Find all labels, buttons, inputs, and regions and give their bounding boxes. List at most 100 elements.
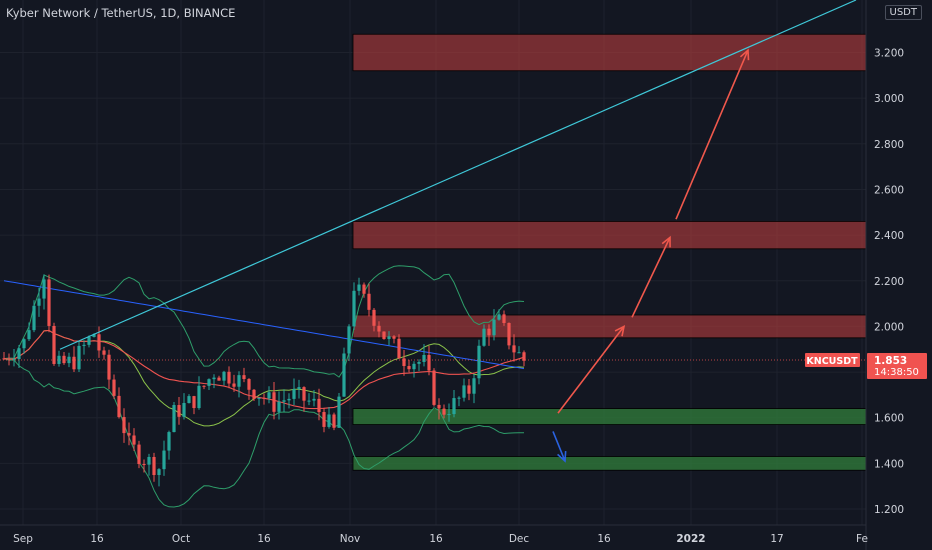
zones: [352, 33, 867, 471]
candle-body: [402, 358, 406, 367]
candle-body: [462, 385, 466, 398]
candle-body: [467, 385, 471, 394]
candle-body: [102, 350, 106, 355]
candle-body: [452, 398, 456, 415]
candle-body: [92, 334, 96, 337]
candle-body: [82, 344, 86, 346]
price-tag: [867, 352, 927, 379]
candle-body: [212, 377, 216, 380]
candle-body: [407, 366, 411, 370]
candle-body: [457, 397, 461, 399]
candle-body: [507, 323, 511, 346]
candle-body: [122, 417, 126, 434]
candle-body: [117, 395, 121, 418]
candle-body: [232, 383, 236, 387]
candle-body: [227, 371, 231, 384]
candle-body: [382, 331, 386, 340]
y-tick-label: 2.600: [874, 184, 904, 196]
candle-body: [272, 392, 276, 412]
candle-body: [87, 336, 91, 345]
price-tag-value: 1.853: [874, 355, 907, 367]
candle-body: [167, 432, 171, 451]
candle-body: [157, 469, 161, 476]
ma-blue: [3, 280, 525, 370]
candle-body: [322, 412, 326, 427]
candle-body: [387, 336, 391, 340]
x-tick-label: 2022: [676, 533, 705, 545]
demand-zone: [352, 408, 867, 425]
x-tick-label: Fe: [856, 533, 868, 545]
candle-body: [482, 328, 486, 346]
candle-body: [52, 325, 56, 364]
demand-zone: [352, 456, 867, 471]
arrow-1: [557, 325, 625, 414]
candle-body: [7, 358, 11, 360]
y-tick-label: 3.000: [874, 93, 904, 105]
candle-body: [222, 371, 226, 381]
price-tag-countdown: 14:38:50: [874, 367, 919, 378]
symbol-tag-label: KNCUSDT: [806, 356, 858, 367]
x-tick-label: 16: [597, 533, 611, 545]
bollinger-upper: [3, 265, 525, 378]
candle-body: [512, 345, 516, 353]
supply-zone: [352, 33, 867, 72]
y-tick-label: 2.400: [874, 230, 904, 242]
y-tick-label: 2.000: [874, 321, 904, 333]
candle-body: [57, 355, 61, 364]
candle-body: [242, 375, 246, 380]
candle-body: [367, 293, 371, 310]
candle-body: [487, 328, 491, 336]
candle-body: [417, 361, 421, 364]
candle-body: [432, 370, 436, 405]
currency-badge[interactable]: USDT: [884, 5, 922, 20]
candle-body: [442, 408, 446, 415]
candle-body: [447, 414, 451, 416]
candle-body: [77, 345, 81, 370]
candle-body: [47, 279, 51, 326]
x-tick-label: Dec: [509, 533, 530, 545]
candle-body: [437, 404, 441, 409]
candle-body: [267, 392, 271, 399]
candles: [2, 274, 526, 487]
candle-body: [492, 319, 496, 336]
candle-body: [472, 378, 476, 394]
candle-body: [247, 379, 251, 390]
indicator-lines: [3, 265, 525, 508]
candle-body: [377, 325, 381, 332]
candle-body: [277, 401, 281, 412]
candle-body: [517, 352, 521, 354]
y-tick-label: 1.200: [874, 504, 904, 516]
y-tick-label: 1.400: [874, 458, 904, 470]
supply-zone: [352, 314, 867, 339]
candle-body: [427, 354, 431, 371]
arrow-down-head: [557, 451, 567, 463]
candle-body: [287, 398, 291, 401]
x-tick-label: 16: [429, 533, 443, 545]
grid: [0, 0, 866, 525]
candle-body: [37, 298, 41, 306]
drawings: [0, 0, 866, 463]
candle-body: [352, 290, 356, 327]
candle-body: [197, 385, 201, 409]
candle-body: [357, 284, 361, 291]
candle-body: [72, 356, 76, 370]
candle-body: [342, 353, 346, 397]
candle-body: [107, 354, 111, 380]
candle-body: [97, 334, 101, 351]
trendline: [59, 0, 857, 350]
candle-body: [337, 396, 341, 428]
x-tick-label: Oct: [172, 533, 190, 545]
y-tick-label: 3.200: [874, 48, 904, 60]
candle-body: [412, 363, 416, 370]
x-tick-label: 17: [770, 533, 783, 545]
arrow-1-head: [614, 324, 626, 337]
y-tick-label: 2.200: [874, 276, 904, 288]
candle-body: [17, 348, 21, 360]
x-tick-label: 16: [90, 533, 104, 545]
supply-zone: [352, 221, 867, 250]
x-tick-label: Sep: [13, 533, 33, 545]
candle-body: [32, 305, 36, 331]
candle-body: [372, 309, 376, 326]
